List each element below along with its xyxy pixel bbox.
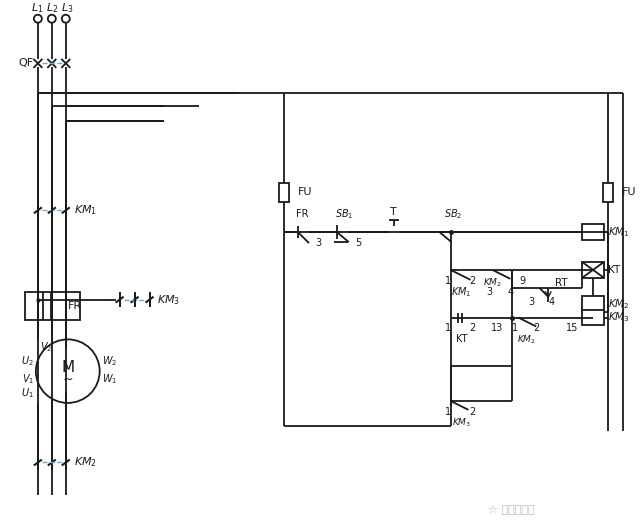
Text: 3: 3 <box>486 287 492 297</box>
Text: 9: 9 <box>519 276 525 286</box>
Text: T: T <box>390 207 397 217</box>
Text: $U_2$: $U_2$ <box>21 355 34 368</box>
Text: FU: FU <box>622 188 636 198</box>
Text: 1: 1 <box>444 323 451 333</box>
Text: FR: FR <box>296 209 308 219</box>
Bar <box>603 182 613 202</box>
Text: $KM_2$: $KM_2$ <box>74 456 97 470</box>
Text: $KM_3$: $KM_3$ <box>608 311 630 324</box>
Circle shape <box>34 15 42 23</box>
Text: 13: 13 <box>492 323 504 333</box>
Circle shape <box>62 15 70 23</box>
Text: $KM_1$: $KM_1$ <box>74 204 97 217</box>
Text: $KM_3$: $KM_3$ <box>157 293 180 306</box>
Bar <box>582 310 604 325</box>
Text: $KM_2$: $KM_2$ <box>608 297 630 311</box>
Text: ☆ 电子技术控: ☆ 电子技术控 <box>488 505 535 515</box>
Text: $U_1$: $U_1$ <box>21 386 34 400</box>
Bar <box>582 262 604 278</box>
Text: $KM_2$: $KM_2$ <box>516 333 536 346</box>
Text: $KM_1$: $KM_1$ <box>608 225 630 239</box>
Text: KT: KT <box>456 334 467 344</box>
Text: $KM_1$: $KM_1$ <box>451 285 472 298</box>
Text: $SB_2$: $SB_2$ <box>444 207 463 221</box>
Text: $V_2$: $V_2$ <box>40 340 52 354</box>
Text: $V_1$: $V_1$ <box>22 372 34 386</box>
Text: 1: 1 <box>512 323 518 333</box>
Text: $W_1$: $W_1$ <box>102 372 117 386</box>
Text: 5: 5 <box>355 238 361 248</box>
Text: 15: 15 <box>566 323 579 333</box>
Text: $W_2$: $W_2$ <box>102 355 117 368</box>
Text: $KM_2$: $KM_2$ <box>483 277 502 289</box>
Bar <box>582 224 604 240</box>
Text: M: M <box>61 360 74 375</box>
Circle shape <box>36 339 100 403</box>
Text: $SB_1$: $SB_1$ <box>335 207 353 221</box>
Text: 1: 1 <box>444 276 451 286</box>
Text: 2: 2 <box>533 323 540 333</box>
Circle shape <box>48 15 56 23</box>
Text: 3: 3 <box>315 238 321 248</box>
Text: $L_3$: $L_3$ <box>61 1 73 15</box>
Bar <box>582 296 604 312</box>
Text: 4: 4 <box>548 297 554 307</box>
Text: FR: FR <box>68 301 82 311</box>
Text: RT: RT <box>555 278 568 288</box>
Text: ~: ~ <box>63 373 73 386</box>
Text: $L_1$: $L_1$ <box>31 1 43 15</box>
Text: $L_2$: $L_2$ <box>45 1 58 15</box>
Text: $KM_3$: $KM_3$ <box>452 417 471 429</box>
Text: 4: 4 <box>508 287 513 297</box>
Bar <box>25 292 80 320</box>
Text: FU: FU <box>298 188 312 198</box>
Text: 2: 2 <box>469 323 476 333</box>
Text: 2: 2 <box>469 407 476 417</box>
Text: 3: 3 <box>528 297 534 307</box>
Text: QF: QF <box>18 58 33 68</box>
Text: KT: KT <box>608 265 620 275</box>
Text: 1: 1 <box>444 407 451 417</box>
Bar <box>279 182 289 202</box>
Text: 2: 2 <box>469 276 476 286</box>
